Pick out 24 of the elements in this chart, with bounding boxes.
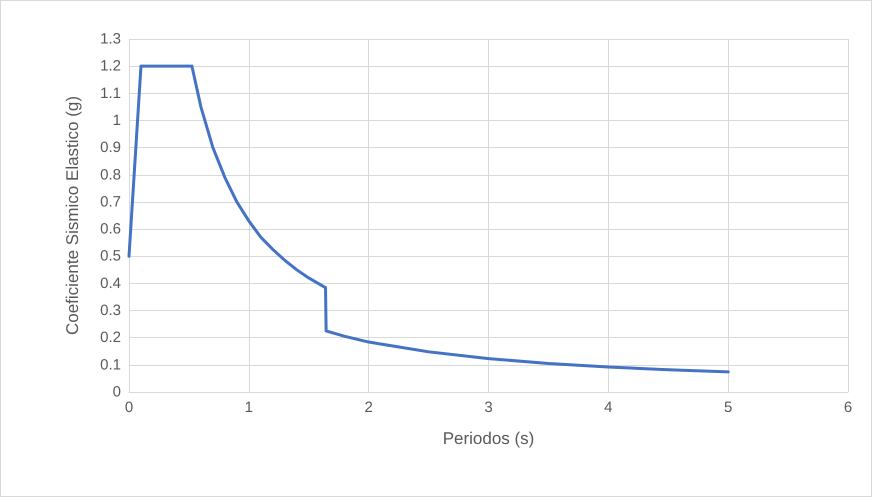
y-tick-label: 0.2 (100, 329, 121, 346)
y-tick-label: 0.3 (100, 302, 121, 320)
y-tick-label: 1 (112, 112, 121, 129)
x-tick-label: 1 (244, 399, 254, 416)
y-tick-label: 1.3 (100, 30, 121, 48)
y-tick-label: 0.9 (100, 139, 121, 156)
y-tick-label: 0.4 (100, 274, 121, 292)
y-tick-label: 1.2 (100, 58, 121, 75)
y-axis-title: Coeficiente Sismico Elastico (g) (63, 96, 82, 336)
y-tick-label: 0.5 (100, 248, 121, 265)
x-axis-title: Periodos (s) (442, 429, 534, 448)
x-tick-label: 2 (364, 399, 373, 416)
line-series (128, 64, 730, 374)
y-tick-label: 0 (112, 384, 121, 400)
x-tick-label: 6 (844, 399, 852, 416)
y-tick-label: 0.8 (100, 166, 121, 184)
x-tick-label: 0 (124, 399, 134, 416)
y-tick-label: 1.1 (100, 84, 121, 102)
x-tick-label: 3 (484, 399, 493, 416)
x-tick-label: 4 (604, 399, 613, 416)
y-tick-label: 0.7 (100, 193, 121, 210)
y-tick-label: 0.6 (100, 220, 121, 238)
x-tick-label: 5 (724, 399, 732, 416)
y-tick-label: 0.1 (100, 356, 121, 374)
